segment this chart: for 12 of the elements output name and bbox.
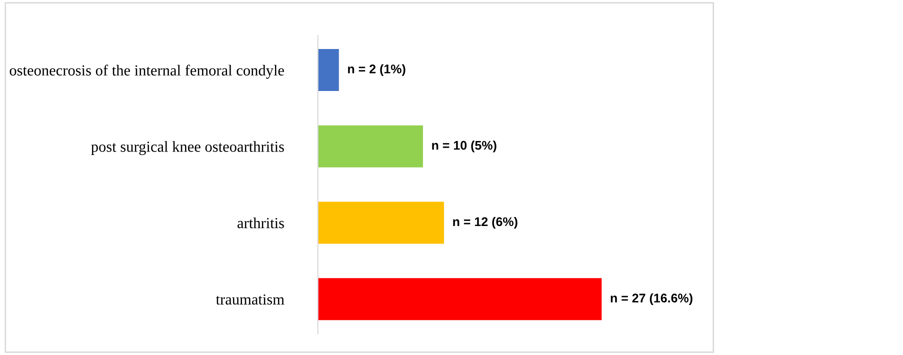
y-tick-label: traumatism [216, 294, 284, 305]
y-tick-label: post surgical knee osteoarthritis [91, 141, 284, 156]
data-label: n = 27 (16.6%) [610, 293, 692, 305]
data-label: n = 2 (1%) [348, 64, 406, 76]
y-tick-label: arthritis [238, 217, 284, 228]
bar [318, 49, 339, 92]
bar [318, 278, 602, 320]
bar [318, 202, 444, 244]
bar [318, 125, 423, 168]
data-label: n = 12 (6%) [453, 216, 518, 229]
data-label: n = 10 (5%) [432, 140, 496, 152]
y-tick-label: osteonecrosis of the internal femoral condyle [10, 64, 284, 79]
